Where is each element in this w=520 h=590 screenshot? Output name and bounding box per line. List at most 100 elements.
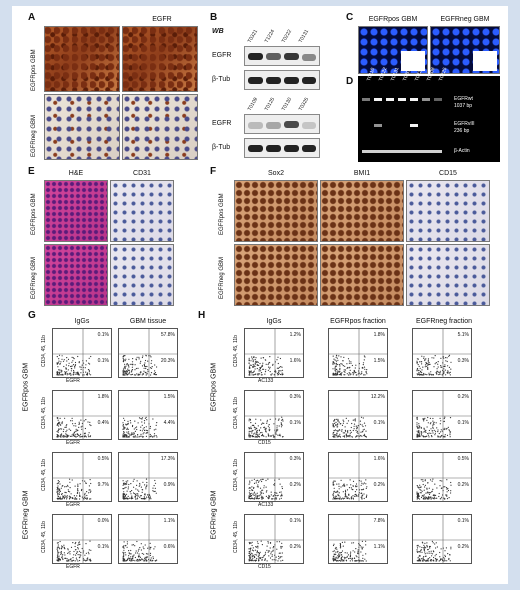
lane-t0109: T0109 <box>246 96 260 112</box>
gel-d: T0110 T0122 T0131 T0207 T0221 T0108 T022… <box>358 67 500 162</box>
facs-pct-top: 1.2% <box>289 332 301 338</box>
blot-egfr-bottom <box>244 114 320 134</box>
facs-pct-top: 0.3% <box>289 394 301 400</box>
panel-c-label: C <box>346 12 354 23</box>
facs-pct-top: 0.1% <box>457 518 469 524</box>
ihc-a-neg-high <box>122 94 198 160</box>
figure: A EGFR EGFRpos GBM EGFRneg GBM B WB T032… <box>12 6 508 584</box>
facs-xlabel: EGFR <box>66 564 80 570</box>
panel-c-left: EGFRpos GBM <box>368 16 418 23</box>
facs-pct-top: 0.0% <box>97 518 109 524</box>
facs-pct-bottom: 4.4% <box>163 420 175 426</box>
facs-g-igg-1: 1.8% 0.4% <box>52 390 112 440</box>
lane-t0325: T0325 <box>297 96 311 112</box>
panel-e-he: H&E <box>68 170 84 177</box>
ihc-f-sox2-pos <box>234 180 318 242</box>
facs-pct-top: 0.5% <box>97 456 109 462</box>
panel-f-sox2: Sox2 <box>268 170 284 177</box>
facs-ylabel: CD34, 45, 11b <box>40 397 47 429</box>
wb-tub-bottom: β-Tub <box>212 144 231 151</box>
facs-pct-top: 7.8% <box>373 518 385 524</box>
panel-h-neg: EGFRneg GBM <box>210 490 218 540</box>
panel-a-row1: EGFRpos GBM <box>31 49 37 91</box>
facs-xlabel: EGFR <box>66 378 80 384</box>
ihc-f-bmi1-neg <box>320 244 404 306</box>
if-c-neg <box>430 26 500 74</box>
facs-g-tissue-3: 1.1% 0.6% <box>118 514 178 564</box>
panel-e-label: E <box>28 166 35 177</box>
facs-pct-bottom: 1.6% <box>289 358 301 364</box>
panel-a-row2: EGFRneg GBM <box>31 114 37 157</box>
ihc-f-cd15-neg <box>406 244 490 306</box>
panel-h-pos-frac: EGFRpos fraction <box>330 318 386 325</box>
facs-pct-bottom: 1.5% <box>373 358 385 364</box>
facs-ylabel: CD34, 45, 11b <box>232 397 239 429</box>
panel-g-neg: EGFRneg GBM <box>22 490 30 540</box>
facs-xlabel: EGFR <box>66 502 80 508</box>
gel-band1-size: 1037 bp <box>454 103 473 109</box>
ihc-e-he-neg <box>44 244 108 306</box>
facs-pct-top: 0.5% <box>457 456 469 462</box>
lane-t1224: T1224 <box>263 28 277 44</box>
facs-g-igg-2: 0.5% 9.7% <box>52 452 112 502</box>
ihc-f-cd15-pos <box>406 180 490 242</box>
blot-tub-top <box>244 70 320 90</box>
panel-e-row1: EGFRpos GBM <box>31 193 37 235</box>
facs-pct-top: 1.8% <box>97 394 109 400</box>
panel-e-row2: EGFRneg GBM <box>31 256 37 299</box>
facs-ylabel: CD34, 45, 11b <box>40 459 47 491</box>
lane-t0321: T0321 <box>246 28 260 44</box>
facs-pct-top: 5.1% <box>457 332 469 338</box>
facs-pct-top: 0.3% <box>289 456 301 462</box>
ihc-f-bmi1-pos <box>320 180 404 242</box>
facs-pct-bottom: 0.9% <box>163 482 175 488</box>
facs-pct-top: 17.3% <box>160 456 175 462</box>
panel-h-pos: EGFRpos GBM <box>210 362 218 412</box>
facs-xlabel: CD15 <box>258 564 271 570</box>
facs-pct-bottom: 0.2% <box>457 544 469 550</box>
facs-xlabel: AC133 <box>258 378 274 384</box>
facs-pct-bottom: 20.3% <box>160 358 175 364</box>
ihc-a-pos-high <box>122 26 198 92</box>
panel-h-label: H <box>198 310 206 321</box>
ihc-a-pos-low <box>44 26 120 92</box>
facs-h-neg-0: 5.1% 0.3% <box>412 328 472 378</box>
gel-band2: EGFRvIII <box>454 121 475 127</box>
facs-xlabel: EGFR <box>66 440 80 446</box>
facs-pct-top: 0.2% <box>457 394 469 400</box>
facs-pct-bottom: 0.1% <box>289 420 301 426</box>
blot-egfr-top <box>244 46 320 66</box>
facs-h-pos-2: 1.6% 0.2% <box>328 452 388 502</box>
ihc-f-sox2-neg <box>234 244 318 306</box>
facs-pct-top: 12.2% <box>370 394 385 400</box>
panel-f-row2: EGFRneg GBM <box>219 256 225 299</box>
facs-h-igg-1: 0.3% 0.1% <box>244 390 304 440</box>
facs-h-pos-1: 12.2% 0.1% <box>328 390 388 440</box>
panel-f-label: F <box>210 166 217 177</box>
panel-b-label: B <box>210 12 218 23</box>
facs-pct-bottom: 0.2% <box>373 482 385 488</box>
lane-t0222: T0222 <box>280 28 294 44</box>
wb-egfr-top: EGFR <box>212 52 232 59</box>
facs-pct-bottom: 0.1% <box>373 420 385 426</box>
facs-ylabel: CD34, 45, 11b <box>232 459 239 491</box>
facs-h-igg-2: 0.3% 0.2% <box>244 452 304 502</box>
facs-ylabel: CD34, 45, 11b <box>232 521 239 553</box>
panel-e-cd31: CD31 <box>133 170 151 177</box>
facs-g-tissue-1: 1.5% 4.4% <box>118 390 178 440</box>
ihc-a-neg-low <box>44 94 120 160</box>
facs-pct-top: 1.1% <box>163 518 175 524</box>
panel-g-tissue: GBM tissue <box>129 318 167 325</box>
facs-pct-top: 57.8% <box>160 332 175 338</box>
lane-t0125: T0125 <box>263 96 277 112</box>
panel-f-cd15: CD15 <box>439 170 457 177</box>
facs-h-neg-1: 0.2% 0.1% <box>412 390 472 440</box>
facs-pct-bottom: 0.1% <box>457 420 469 426</box>
panel-g-igg: IgGs <box>74 318 90 325</box>
facs-g-igg-3: 0.0% 0.1% <box>52 514 112 564</box>
facs-pct-bottom: 0.3% <box>457 358 469 364</box>
panel-h-neg-frac: EGFRneg fraction <box>415 318 473 325</box>
lane-t0130: T0130 <box>280 96 294 112</box>
wb-egfr-bottom: EGFR <box>212 120 232 127</box>
facs-g-igg-0: 0.1% 0.1% <box>52 328 112 378</box>
